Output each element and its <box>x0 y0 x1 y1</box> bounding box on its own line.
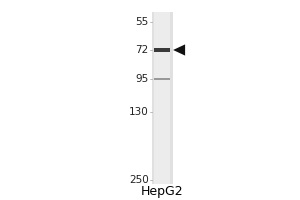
Text: 250: 250 <box>129 175 148 185</box>
Bar <box>154 48 170 52</box>
Bar <box>154 78 170 80</box>
Bar <box>154 12 170 184</box>
Text: HepG2: HepG2 <box>141 186 183 198</box>
Polygon shape <box>173 44 185 56</box>
Text: 55: 55 <box>135 17 148 27</box>
Bar <box>152 12 172 184</box>
Text: 130: 130 <box>129 107 148 117</box>
Text: 72: 72 <box>135 45 148 55</box>
Text: 95: 95 <box>135 74 148 84</box>
